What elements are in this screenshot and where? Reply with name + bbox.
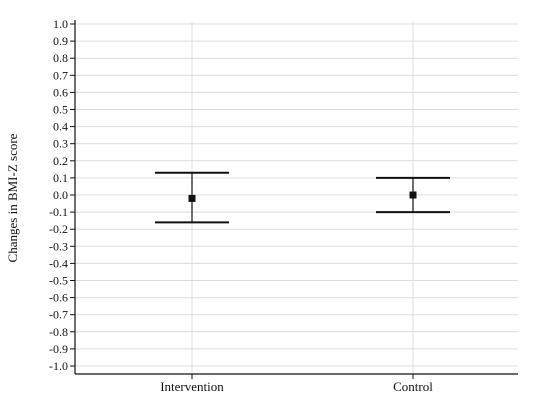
y-tick-label: -0.1: [49, 205, 68, 219]
y-tick-label: 1.0: [53, 17, 68, 31]
y-tick-label: -1.0: [49, 359, 68, 373]
y-tick-label: -0.4: [49, 256, 68, 270]
grid-layer: [75, 22, 518, 374]
y-tick-label: 0.4: [53, 120, 68, 134]
data-marks: [155, 171, 450, 224]
x-category-label: Intervention: [160, 379, 224, 394]
y-tick-label: -0.9: [49, 342, 68, 356]
x-category-label: Control: [393, 379, 433, 394]
y-tick-label: -0.2: [49, 222, 68, 236]
y-tick-label: 0.3: [53, 137, 68, 151]
y-tick-label: 0.7: [53, 68, 68, 82]
y-tick-label: -0.6: [49, 291, 68, 305]
y-tick-labels: 1.0 0.9 0.8 0.7 0.6 0.5 0.4 0.3 0.2 0.1 0.0 -0.1 -0.…: [49, 17, 68, 373]
y-axis-title: Changes in BMI-Z score: [5, 133, 20, 262]
y-tick-label: 0.6: [53, 85, 68, 99]
axis-layer: [70, 20, 518, 379]
y-tick-label: 0.9: [53, 34, 68, 48]
y-tick-label: -0.8: [49, 325, 68, 339]
y-tick-label: -0.5: [49, 274, 68, 288]
y-tick-label: 0.2: [53, 154, 68, 168]
y-tick-label: 0.1: [53, 171, 68, 185]
y-tick-label: 0.5: [53, 103, 68, 117]
mean-point: [409, 191, 417, 199]
y-tick-label: -0.7: [49, 308, 68, 322]
y-tick-label: -0.3: [49, 239, 68, 253]
y-tick-label: 0.0: [53, 188, 68, 202]
y-tick-label: 0.8: [53, 51, 68, 65]
x-category-labels: Intervention Control: [160, 379, 433, 394]
mean-point: [188, 194, 196, 202]
